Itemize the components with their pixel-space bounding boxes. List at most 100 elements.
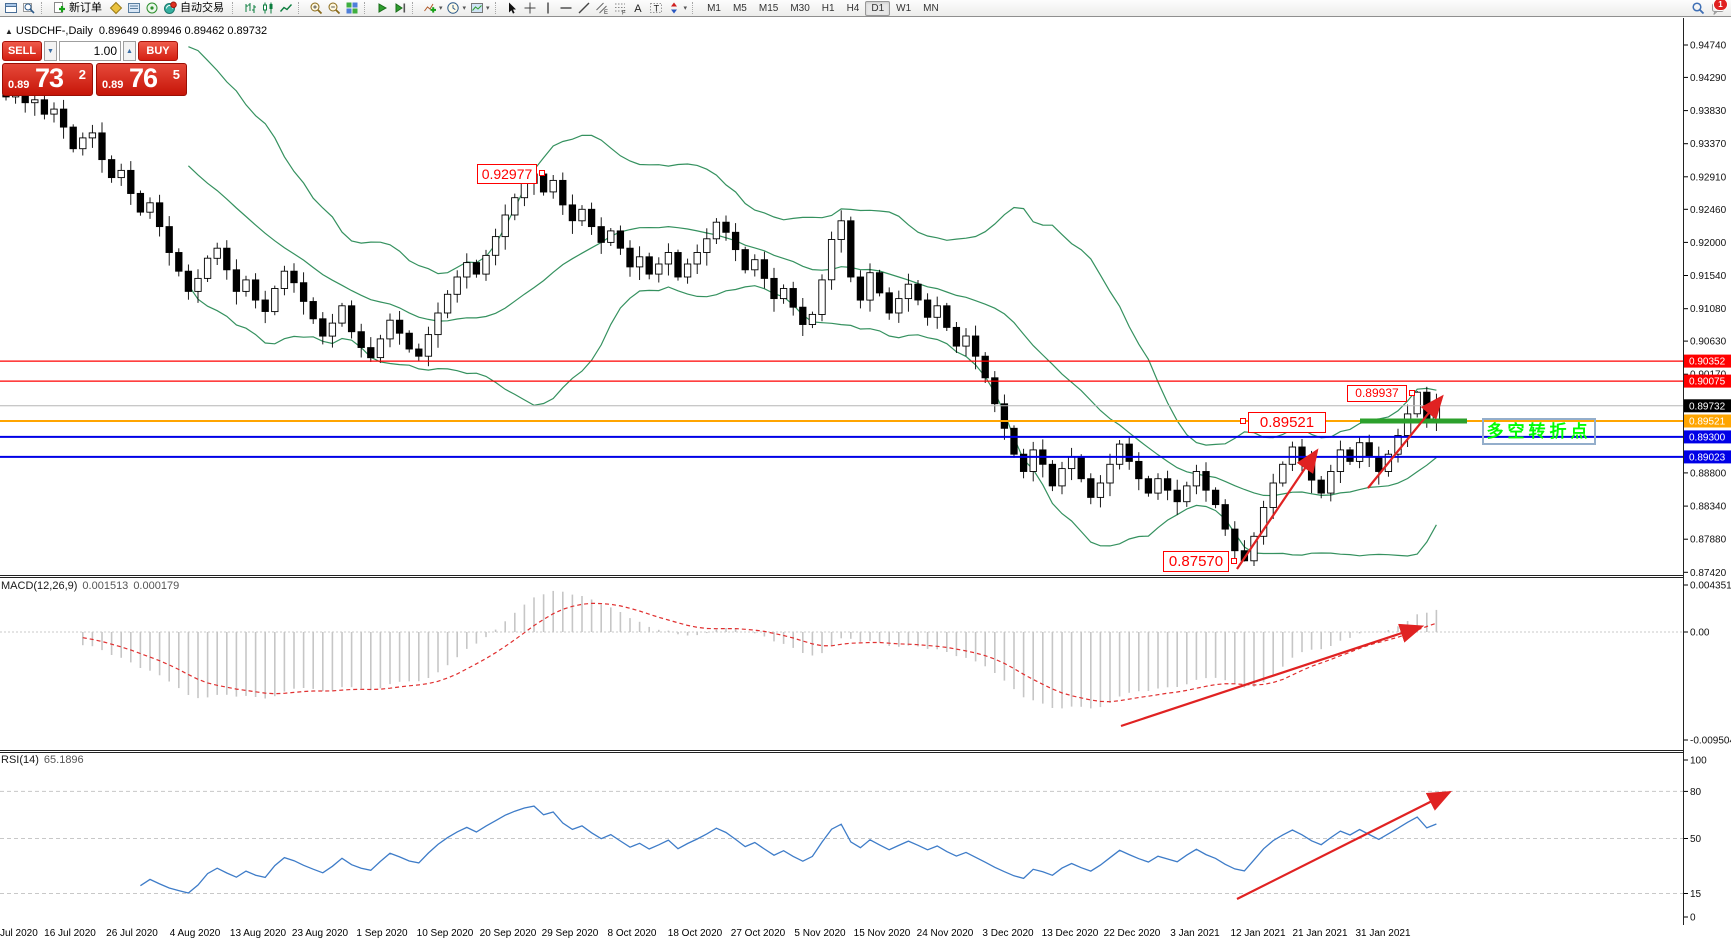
fibonacci-icon[interactable]: F — [612, 1, 629, 16]
timeframe-button-mn[interactable]: MN — [923, 2, 939, 14]
svg-text:0.87420: 0.87420 — [1690, 568, 1727, 579]
chart-ohlc-values: 0.89649 0.89946 0.89462 0.89732 — [98, 25, 268, 37]
buy-button[interactable]: BUY — [138, 41, 178, 61]
timeframe-button-m5[interactable]: M5 — [732, 2, 747, 14]
time-axis[interactable]: Jul 2020 16 Jul 2020 26 Jul 2020 4 Aug 2020… — [0, 925, 1731, 942]
toolbar-separator — [692, 2, 697, 14]
svg-text:0.89300: 0.89300 — [1689, 432, 1726, 443]
sell-price-panel[interactable]: 0.89 73 2 — [2, 63, 93, 96]
tile-windows-icon[interactable] — [343, 1, 360, 16]
market-watch-icon[interactable] — [107, 1, 124, 16]
autotrading-icon[interactable] — [161, 1, 178, 16]
bar-chart-icon[interactable] — [241, 1, 258, 16]
timeframe-button-h4[interactable]: H4 — [846, 2, 860, 14]
dropdown-caret-icon[interactable]: ▾ — [462, 5, 467, 12]
svg-text:F: F — [622, 11, 626, 16]
timeframe-button-m1[interactable]: M1 — [707, 2, 721, 14]
svg-text:0.87880: 0.87880 — [1690, 535, 1727, 546]
window-icon[interactable] — [2, 1, 19, 16]
text-icon[interactable]: A — [630, 1, 647, 16]
svg-text:80: 80 — [1690, 787, 1702, 798]
buy-price-big: 76 — [129, 63, 158, 93]
volume-increase-button[interactable]: ▲ — [123, 41, 136, 61]
svg-text:E: E — [604, 10, 608, 15]
trendline-icon[interactable] — [576, 1, 593, 16]
chart-profile-icon[interactable] — [20, 1, 37, 16]
toolbar-separator — [364, 2, 369, 14]
line-chart-icon[interactable] — [277, 1, 294, 16]
timeframe-button-h1[interactable]: H1 — [821, 2, 835, 14]
price-label-0.87570[interactable]: 0.87570 — [1163, 551, 1229, 572]
volume-input[interactable] — [59, 41, 121, 61]
label-drag-handle[interactable] — [1409, 390, 1415, 396]
data-window-icon[interactable] — [125, 1, 142, 16]
timeframe-button-m30[interactable]: M30 — [790, 2, 810, 14]
date-axis-label: 24 Nov 2020 — [916, 928, 974, 939]
search-icon[interactable] — [1689, 1, 1706, 16]
green-breakout-segment[interactable] — [1360, 418, 1467, 424]
timeframe-button-w1[interactable]: W1 — [896, 2, 912, 14]
svg-text:0.88800: 0.88800 — [1690, 468, 1727, 479]
dropdown-caret-icon[interactable]: ▾ — [439, 5, 443, 12]
rsi-level-lines — [0, 790, 1683, 894]
buy-price-small: 0.89 — [102, 79, 124, 91]
sell-button[interactable]: SELL — [2, 41, 42, 61]
candle-chart-icon[interactable] — [259, 1, 276, 16]
trend-arrows — [1236, 394, 1444, 570]
autotrading-label[interactable]: 自动交易 — [180, 1, 224, 14]
svg-text:0.91080: 0.91080 — [1690, 304, 1727, 315]
date-axis-label: Jul 2020 — [0, 928, 38, 939]
auto-scroll-icon[interactable] — [373, 1, 390, 16]
dropdown-caret-icon[interactable]: ▾ — [683, 5, 688, 12]
text-label-icon[interactable]: T — [648, 1, 665, 16]
templates-icon[interactable] — [468, 1, 485, 16]
crosshair-icon[interactable] — [522, 1, 539, 16]
indicators-icon[interactable] — [421, 1, 438, 16]
buy-price-sup: 5 — [172, 67, 180, 82]
date-axis-label: 10 Sep 2020 — [416, 928, 474, 939]
toolbar-right-group: 1 — [1689, 0, 1729, 16]
chart-shift-icon[interactable] — [391, 1, 408, 16]
svg-text:15: 15 — [1690, 889, 1702, 900]
rsi-axis-ticks: 100 80 50 15 0 — [1683, 756, 1707, 924]
price-label-0.89937[interactable]: 0.89937 — [1347, 385, 1407, 402]
arrows-icon[interactable] — [666, 1, 683, 16]
zoom-out-icon[interactable] — [325, 1, 342, 16]
hline-icon[interactable] — [558, 1, 575, 16]
svg-text:0.94740: 0.94740 — [1690, 41, 1727, 52]
buy-price-panel[interactable]: 0.89 76 5 — [96, 63, 187, 96]
notification-icon[interactable]: 1 — [1709, 0, 1728, 16]
rsi-indicator-label: RSI(14) 65.1896 — [1, 754, 84, 766]
new-order-label[interactable]: 新订单 — [69, 1, 102, 14]
sell-price-small: 0.89 — [8, 79, 30, 91]
new-order-icon[interactable] — [50, 1, 67, 16]
label-drag-handle[interactable] — [539, 170, 545, 176]
timeframe-button-d1[interactable]: D1 — [865, 0, 891, 16]
channel-icon[interactable]: E — [594, 1, 611, 16]
pane-borders — [0, 18, 1684, 926]
date-axis-label: 18 Oct 2020 — [667, 928, 723, 939]
cursor-icon[interactable] — [504, 1, 521, 16]
toolbar-separator — [232, 2, 237, 14]
price-label-0.89521[interactable]: 0.89521 — [1248, 412, 1326, 433]
vline-icon[interactable] — [540, 1, 557, 16]
volume-decrease-button[interactable]: ▼ — [44, 41, 57, 61]
rsi-line — [140, 805, 1437, 894]
timeframe-button-m15[interactable]: M15 — [758, 2, 779, 14]
dropdown-caret-icon[interactable]: ▾ — [486, 5, 490, 12]
periods-icon[interactable] — [445, 1, 462, 16]
zoom-in-icon[interactable] — [307, 1, 324, 16]
navigator-icon[interactable] — [143, 1, 160, 16]
svg-text:0.90075: 0.90075 — [1689, 377, 1726, 388]
svg-text:0.93370: 0.93370 — [1690, 139, 1727, 150]
bull-bear-turning-point-label[interactable]: 多空转折点 — [1482, 418, 1596, 445]
price-label-0.92977[interactable]: 0.92977 — [477, 164, 537, 184]
horizontal-level-lines[interactable] — [0, 360, 1683, 458]
svg-text:0.89732: 0.89732 — [1689, 401, 1726, 412]
main-toolbar: 新订单 自动交易 ▾ ▾ ▾ E F A T ▾ M1 M5 M15 M30 H1 H4 D1 W1 MN 1 — [0, 0, 1731, 17]
svg-text:0.92460: 0.92460 — [1690, 205, 1727, 216]
label-drag-handle[interactable] — [1231, 558, 1237, 564]
svg-text:0.90352: 0.90352 — [1689, 357, 1726, 368]
label-drag-handle[interactable] — [1240, 418, 1246, 424]
